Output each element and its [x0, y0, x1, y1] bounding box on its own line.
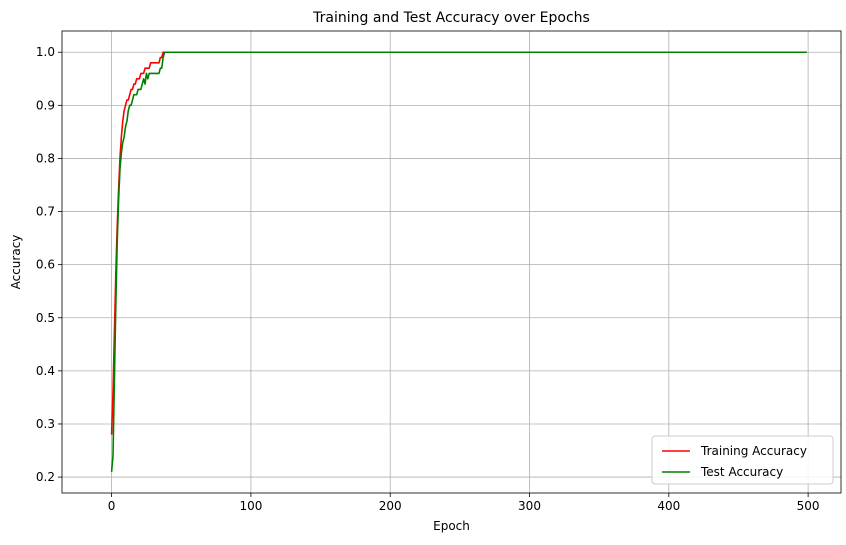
legend-label-test: Test Accuracy	[700, 465, 783, 479]
x-tick-label: 300	[518, 499, 541, 513]
x-tick-label: 100	[239, 499, 262, 513]
x-tick-label: 500	[797, 499, 820, 513]
y-tick-label: 0.6	[36, 258, 55, 272]
x-tick-label: 0	[108, 499, 116, 513]
y-tick-label: 0.9	[36, 98, 55, 112]
x-axis-ticks: 0 100 200 300 400 500	[108, 493, 820, 513]
y-tick-label: 0.8	[36, 151, 55, 165]
y-tick-label: 0.7	[36, 205, 55, 219]
y-tick-label: 1.0	[36, 45, 55, 59]
x-axis-label: Epoch	[433, 519, 470, 533]
y-axis-ticks: 0.2 0.3 0.4 0.5 0.6 0.7 0.8 0.9 1.0	[36, 45, 62, 484]
x-tick-label: 400	[657, 499, 680, 513]
test-accuracy-line	[110, 51, 807, 472]
y-axis-label: Accuracy	[9, 235, 23, 290]
y-tick-label: 0.3	[36, 417, 55, 431]
chart-title: Training and Test Accuracy over Epochs	[312, 10, 590, 26]
plot-area-frame	[61, 30, 842, 494]
grid	[62, 31, 841, 493]
y-tick-label: 0.5	[36, 311, 55, 325]
x-tick-label: 200	[379, 499, 402, 513]
training-accuracy-line	[110, 51, 807, 435]
y-tick-label: 0.2	[36, 470, 55, 484]
legend-label-training: Training Accuracy	[700, 444, 807, 458]
legend-box	[651, 435, 834, 485]
series-lines	[110, 51, 807, 472]
y-tick-label: 0.4	[36, 364, 55, 378]
legend: Training Accuracy Test Accuracy	[651, 435, 834, 485]
